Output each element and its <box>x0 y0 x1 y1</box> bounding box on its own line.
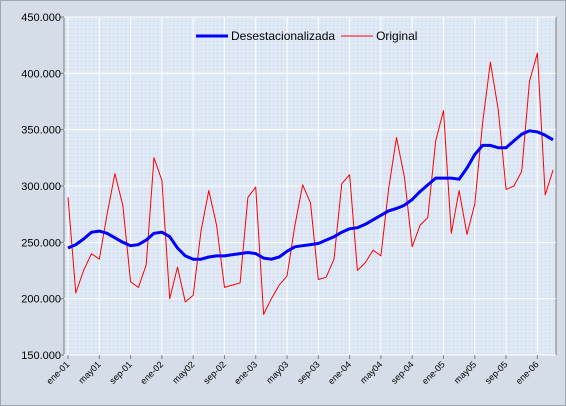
y-tick-label: 300.000 <box>21 181 61 193</box>
y-tick-label: 200.000 <box>21 294 61 306</box>
y-tick-label: 350.000 <box>21 125 61 137</box>
legend-label: Desestacionalizada <box>231 29 335 43</box>
y-tick-label: 250.000 <box>21 237 61 249</box>
y-tick-label: 400.000 <box>21 68 61 80</box>
legend: Desestacionalizada Original <box>196 29 417 43</box>
y-tick-label: 150.000 <box>21 350 61 362</box>
y-tick-label: 450.000 <box>21 12 61 24</box>
series-line <box>67 52 554 315</box>
series-line <box>67 129 554 261</box>
legend-label: Original <box>376 29 417 43</box>
